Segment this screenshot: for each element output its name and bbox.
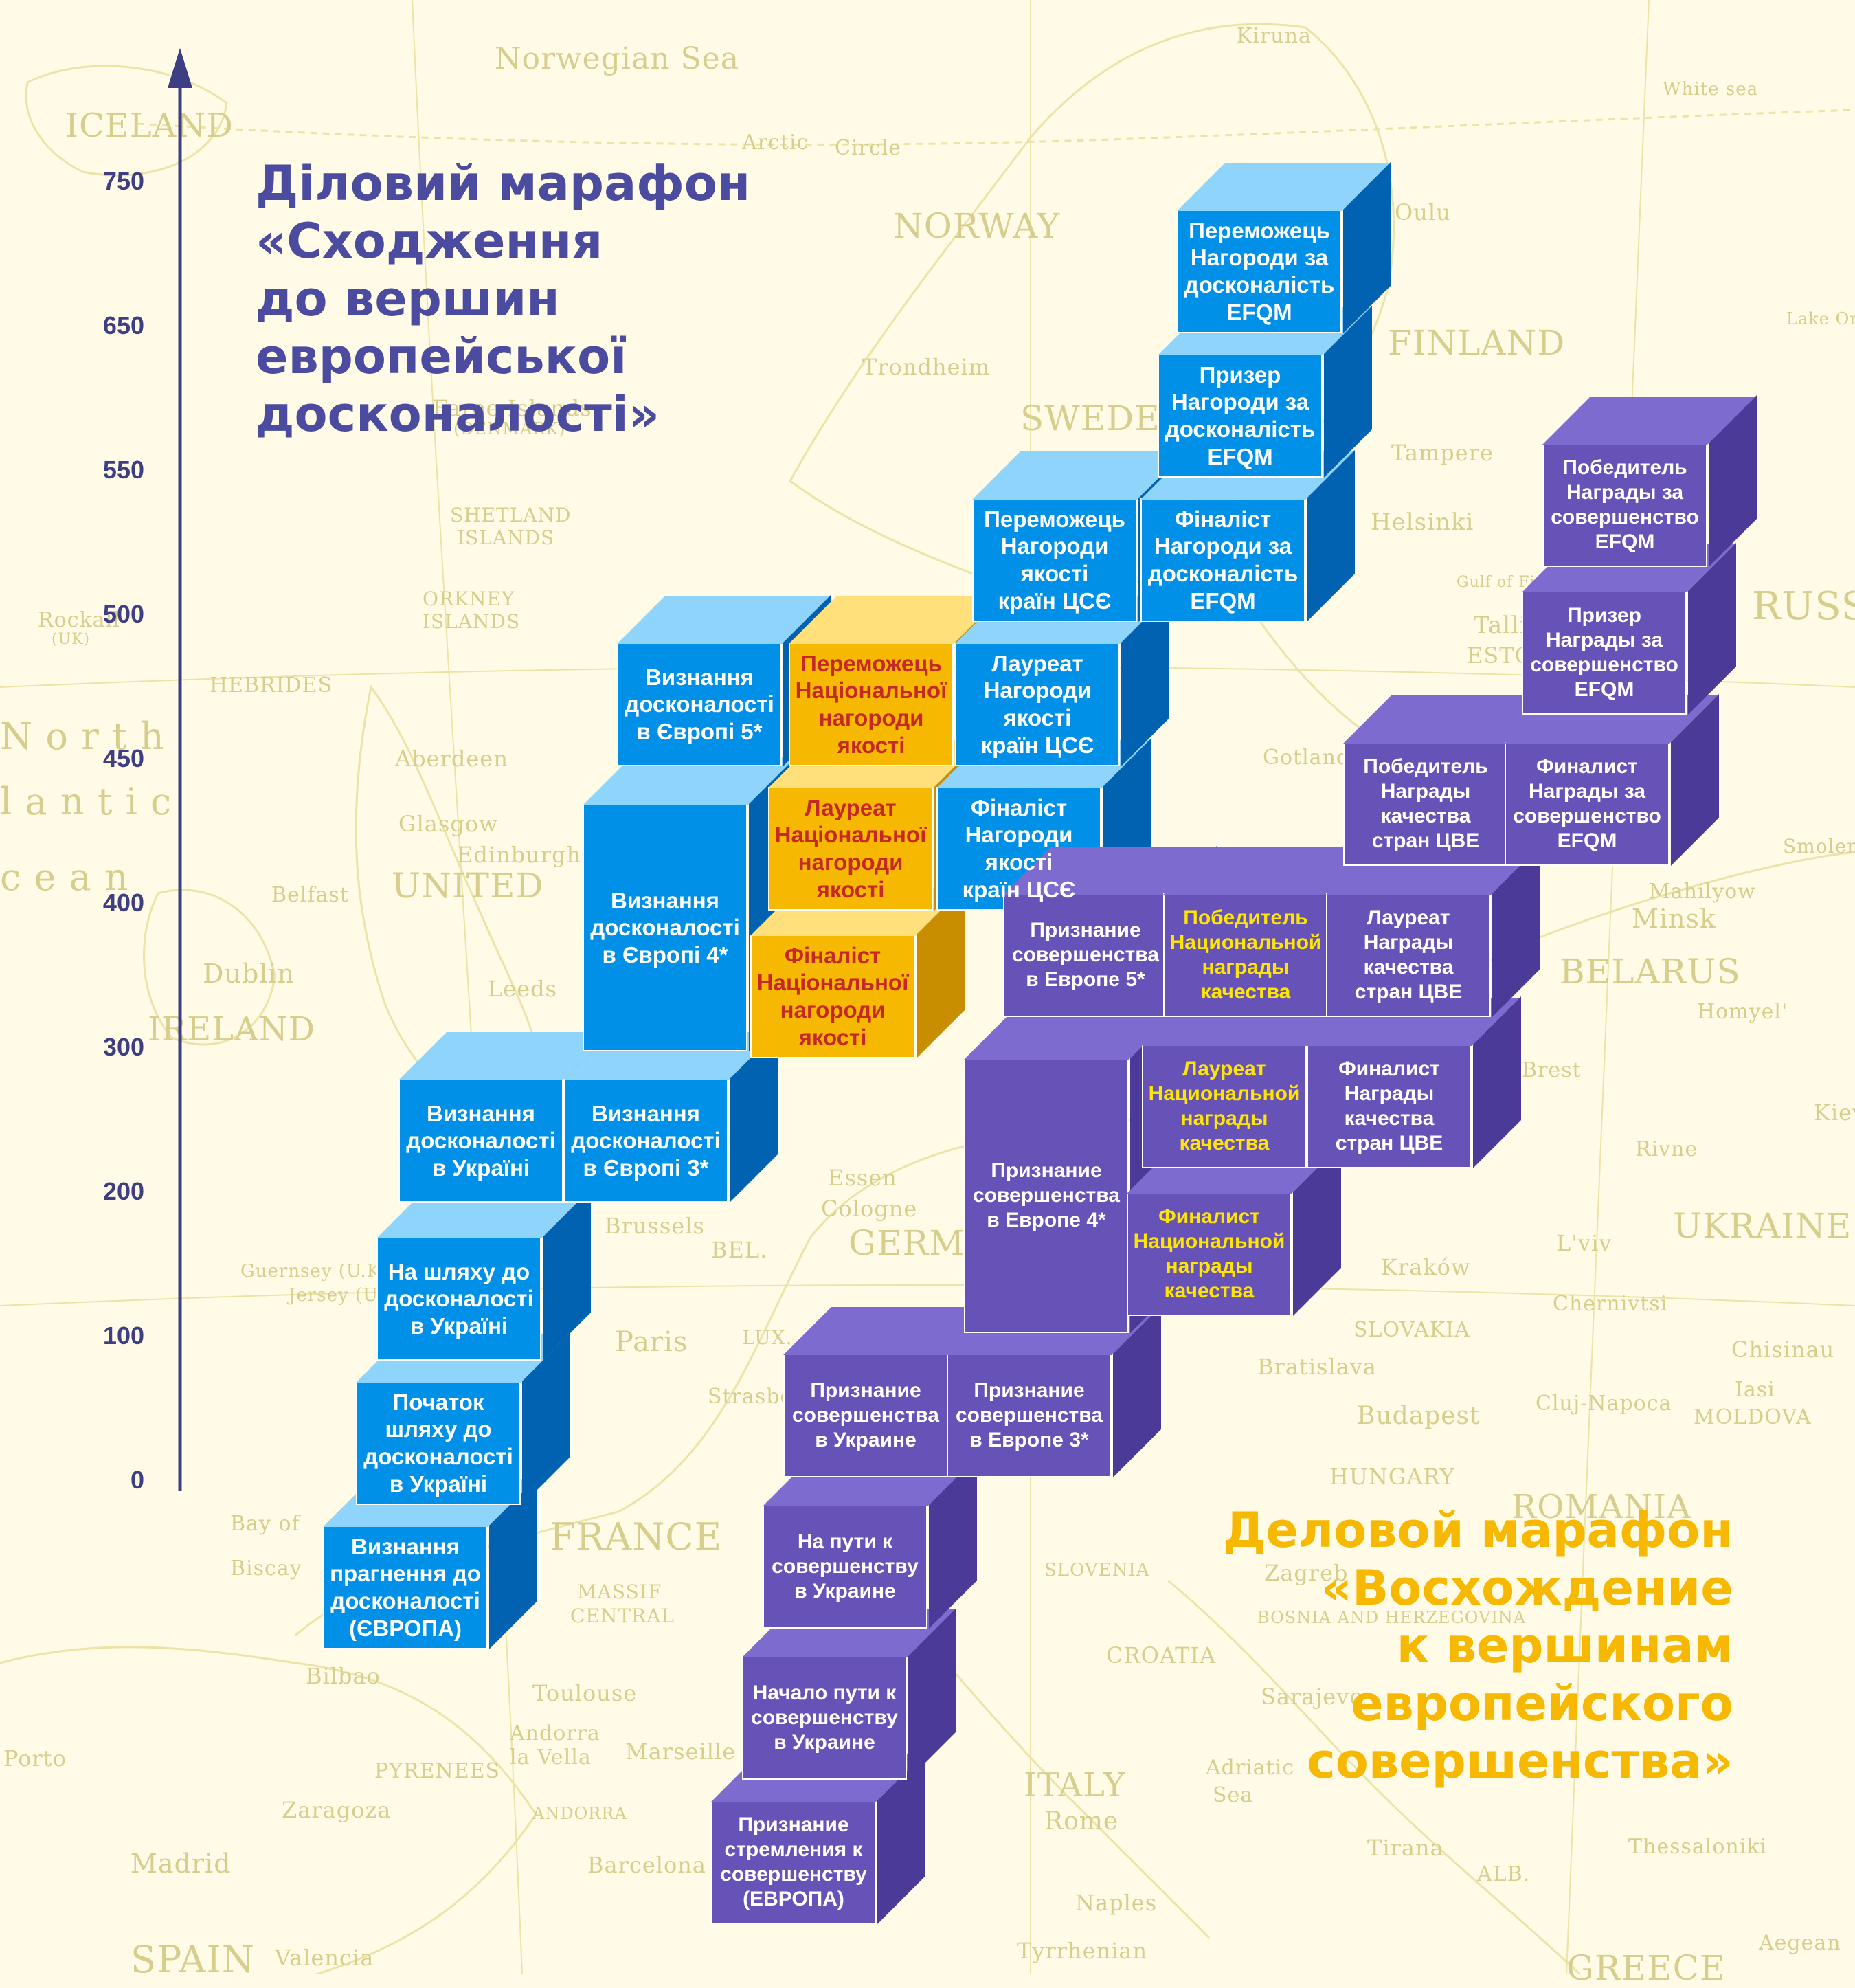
- ru-block-label: Признание совершенства в Европе 3*: [956, 1379, 1103, 1451]
- axis-tick-label: 400: [102, 889, 144, 917]
- ru-block: Победитель Национальной награды качества: [1163, 845, 1378, 1017]
- title-ru-line: европейского: [1351, 1675, 1733, 1732]
- title-ru-line: Деловой марафон: [1223, 1502, 1733, 1559]
- axis-arrow-icon: [168, 48, 192, 88]
- ua-block: Переможець Нагороди за досконалість EFQM: [1177, 161, 1391, 333]
- title-ua-line: европейської: [256, 328, 627, 385]
- ru-block-label: Победитель Национальной награды качества: [1169, 906, 1322, 1003]
- title-ua-line: «Сходження: [256, 213, 603, 269]
- axis-tick-label: 200: [102, 1177, 144, 1205]
- coastline-iceland: [25, 65, 228, 177]
- title-ua-line: до вершин: [256, 271, 560, 327]
- title-ua-line: Діловий марафон: [256, 155, 751, 212]
- ua-block: Фіналіст Нагороди за досконалість EFQM: [1140, 450, 1355, 622]
- ru-block: Призер Награды за совершенство EFQM: [1522, 543, 1736, 715]
- ru-block-label: Признание совершенства в Украине: [792, 1379, 939, 1451]
- ua-block-label: Лауреат Національної нагороди якості: [774, 794, 927, 902]
- ru-block: Лауреат Награды качества стран ЦВЕ: [1326, 845, 1540, 1017]
- ua-block-label: Фіналіст Національної нагороди якості: [756, 942, 909, 1050]
- ru-block: Признание совершенства в Европе 3*: [947, 1306, 1161, 1477]
- axis-tick-label: 500: [102, 600, 144, 628]
- ru-block-label: На пути к совершенству в Украине: [772, 1530, 919, 1602]
- height-axis: [168, 48, 192, 1491]
- ua-block-label: Переможець Нагороди якості країн ЦСЄ: [984, 506, 1125, 614]
- meridian-line-1: [412, 0, 523, 1974]
- ua-block: На шляху до досконалості в Україні: [376, 1189, 591, 1361]
- coastline-iberia: [0, 1646, 537, 1974]
- ua-block-label: Переможець Національної нагороди якості: [795, 650, 947, 758]
- ua-block: Визнання досконалості в Україні: [398, 1031, 613, 1203]
- ua-block: Визнання досконалості в Європі 3*: [563, 1031, 778, 1203]
- ru-block-label: Начало пути к совершенству в Украине: [751, 1682, 898, 1754]
- ru-block-label: Финалист Награды качества стран ЦВЕ: [1335, 1058, 1443, 1154]
- ua-block-label: Лауреат Нагороди якості країн ЦСЄ: [980, 650, 1094, 758]
- ua-block-label: На шляху до досконалості в Україні: [384, 1258, 534, 1339]
- ru-block: Начало пути к совершенству в Украине: [742, 1608, 956, 1780]
- ru-block-label: Финалист Национальной награды качества: [1133, 1205, 1285, 1302]
- ru-block-label: Победитель Награды за совершенство EFQM: [1551, 456, 1699, 553]
- ru-block-label: Призер Награды за совершенство EFQM: [1530, 604, 1678, 701]
- meridian-line-3: [1566, 0, 1650, 1974]
- axis-tick-label: 750: [102, 167, 144, 195]
- ua-block: Переможець Нагороди якості країн ЦСЄ: [972, 450, 1187, 622]
- title-ru-line: совершенства»: [1307, 1733, 1733, 1789]
- ru-block: Лауреат Национальной награды качества: [1142, 996, 1356, 1168]
- ua-block: Лауреат Національної нагороди якості: [768, 739, 982, 911]
- title-ru-line: к вершинам: [1396, 1618, 1733, 1674]
- ua-block: Визнання досконалості в Європі 5*: [617, 594, 831, 766]
- ru-block-label: Признание стремления к совершенству (ЕВР…: [720, 1813, 867, 1910]
- ru-block-label: Признание совершенства в Европе 4*: [973, 1159, 1120, 1231]
- ua-block: Лауреат Нагороди якості країн ЦСЄ: [955, 594, 1169, 766]
- axis-tick-label: 300: [102, 1033, 144, 1061]
- ua-block-label: Початок шляху до досконалості в Україні: [363, 1389, 513, 1497]
- ru-block: Победитель Награды за совершенство EFQM: [1542, 395, 1757, 567]
- ru-block: Признание стремления к совершенству (ЕВР…: [711, 1752, 925, 1924]
- ru-block-label: Лауреат Награды качества стран ЦВЕ: [1354, 906, 1463, 1003]
- ru-block: Признание совершенства в Европе 5*: [1003, 845, 1217, 1017]
- ua-block-label: Визнання прагнення до досконалості (ЄВРО…: [330, 1533, 481, 1641]
- ua-block-label: Фіналіст Нагороди якості країн ЦСЄ: [962, 794, 1076, 902]
- axis-tick-label: 0: [130, 1466, 144, 1494]
- ua-block: Фіналіст Національної нагороди якості: [750, 886, 965, 1058]
- title-ru-line: «Восхождение: [1320, 1560, 1733, 1616]
- ru-block: Финалист Национальной награды качества: [1127, 1144, 1341, 1316]
- ru-block-label: Победитель Награды качества стран ЦВЕ: [1363, 755, 1488, 852]
- ua-block: Призер Нагороди за досконалість EFQM: [1158, 306, 1372, 478]
- axis-tick-label: 550: [102, 456, 144, 484]
- ua-block: Визнання досконалості в Європі 4*: [583, 756, 797, 1051]
- ua-block-label: Визнання досконалості в Україні: [406, 1100, 556, 1181]
- axis-tick-label: 650: [102, 311, 144, 339]
- axis-tick-label: 450: [102, 744, 144, 772]
- ru-block: Признание совершенства в Украине: [783, 1306, 998, 1477]
- ru-block: Финалист Награды за совершенство EFQM: [1505, 694, 1719, 866]
- ru-block-label: Лауреат Национальной награды качества: [1148, 1058, 1301, 1154]
- title-ukrainian: Діловий марафон «Сходження до вершин евр…: [256, 155, 750, 443]
- axis-tick-label: 100: [102, 1321, 144, 1350]
- ru-block: Признание совершенства в Европе 4*: [964, 1010, 1178, 1333]
- ua-block: Початок шляху до досконалості в Україні: [356, 1333, 570, 1505]
- ru-block: Победитель Награды качества стран ЦВЕ: [1343, 694, 1558, 866]
- ru-block-label: Признание совершенства в Европе 5*: [1012, 919, 1159, 991]
- ua-block: Визнання прагнення до досконалості (ЄВРО…: [323, 1477, 537, 1649]
- ru-block: Финалист Награды качества стран ЦВЕ: [1307, 996, 1521, 1168]
- ua-block-label: Визнання досконалості в Європі 4*: [590, 887, 740, 968]
- title-russian: Деловой марафон «Восхождение к вершинам …: [1223, 1501, 1733, 1790]
- ru-block: На пути к совершенству в Украине: [763, 1457, 977, 1629]
- title-ua-line: досконалості»: [256, 386, 660, 443]
- coastline-continent: [295, 851, 1855, 1637]
- ua-block-label: Переможець Нагороди за досконалість EFQM: [1184, 217, 1335, 325]
- coastline-ireland: [143, 889, 276, 1046]
- parallel-line-2: [0, 1284, 1855, 1306]
- coastline-balkans: [1167, 1579, 1582, 1974]
- arctic-circle-line: [137, 109, 1855, 146]
- ua-block-label: Визнання досконалості в Європі 5*: [625, 664, 774, 744]
- ua-block-label: Призер Нагороди за досконалість EFQM: [1165, 361, 1316, 469]
- ua-block: Переможець Національної нагороди якості: [789, 594, 1003, 766]
- ua-block-label: Визнання досконалості в Європі 3*: [571, 1100, 721, 1181]
- ua-block-label: Фіналіст Нагороди за досконалість EFQM: [1147, 506, 1298, 614]
- ru-block-label: Финалист Награды за совершенство EFQM: [1513, 755, 1661, 852]
